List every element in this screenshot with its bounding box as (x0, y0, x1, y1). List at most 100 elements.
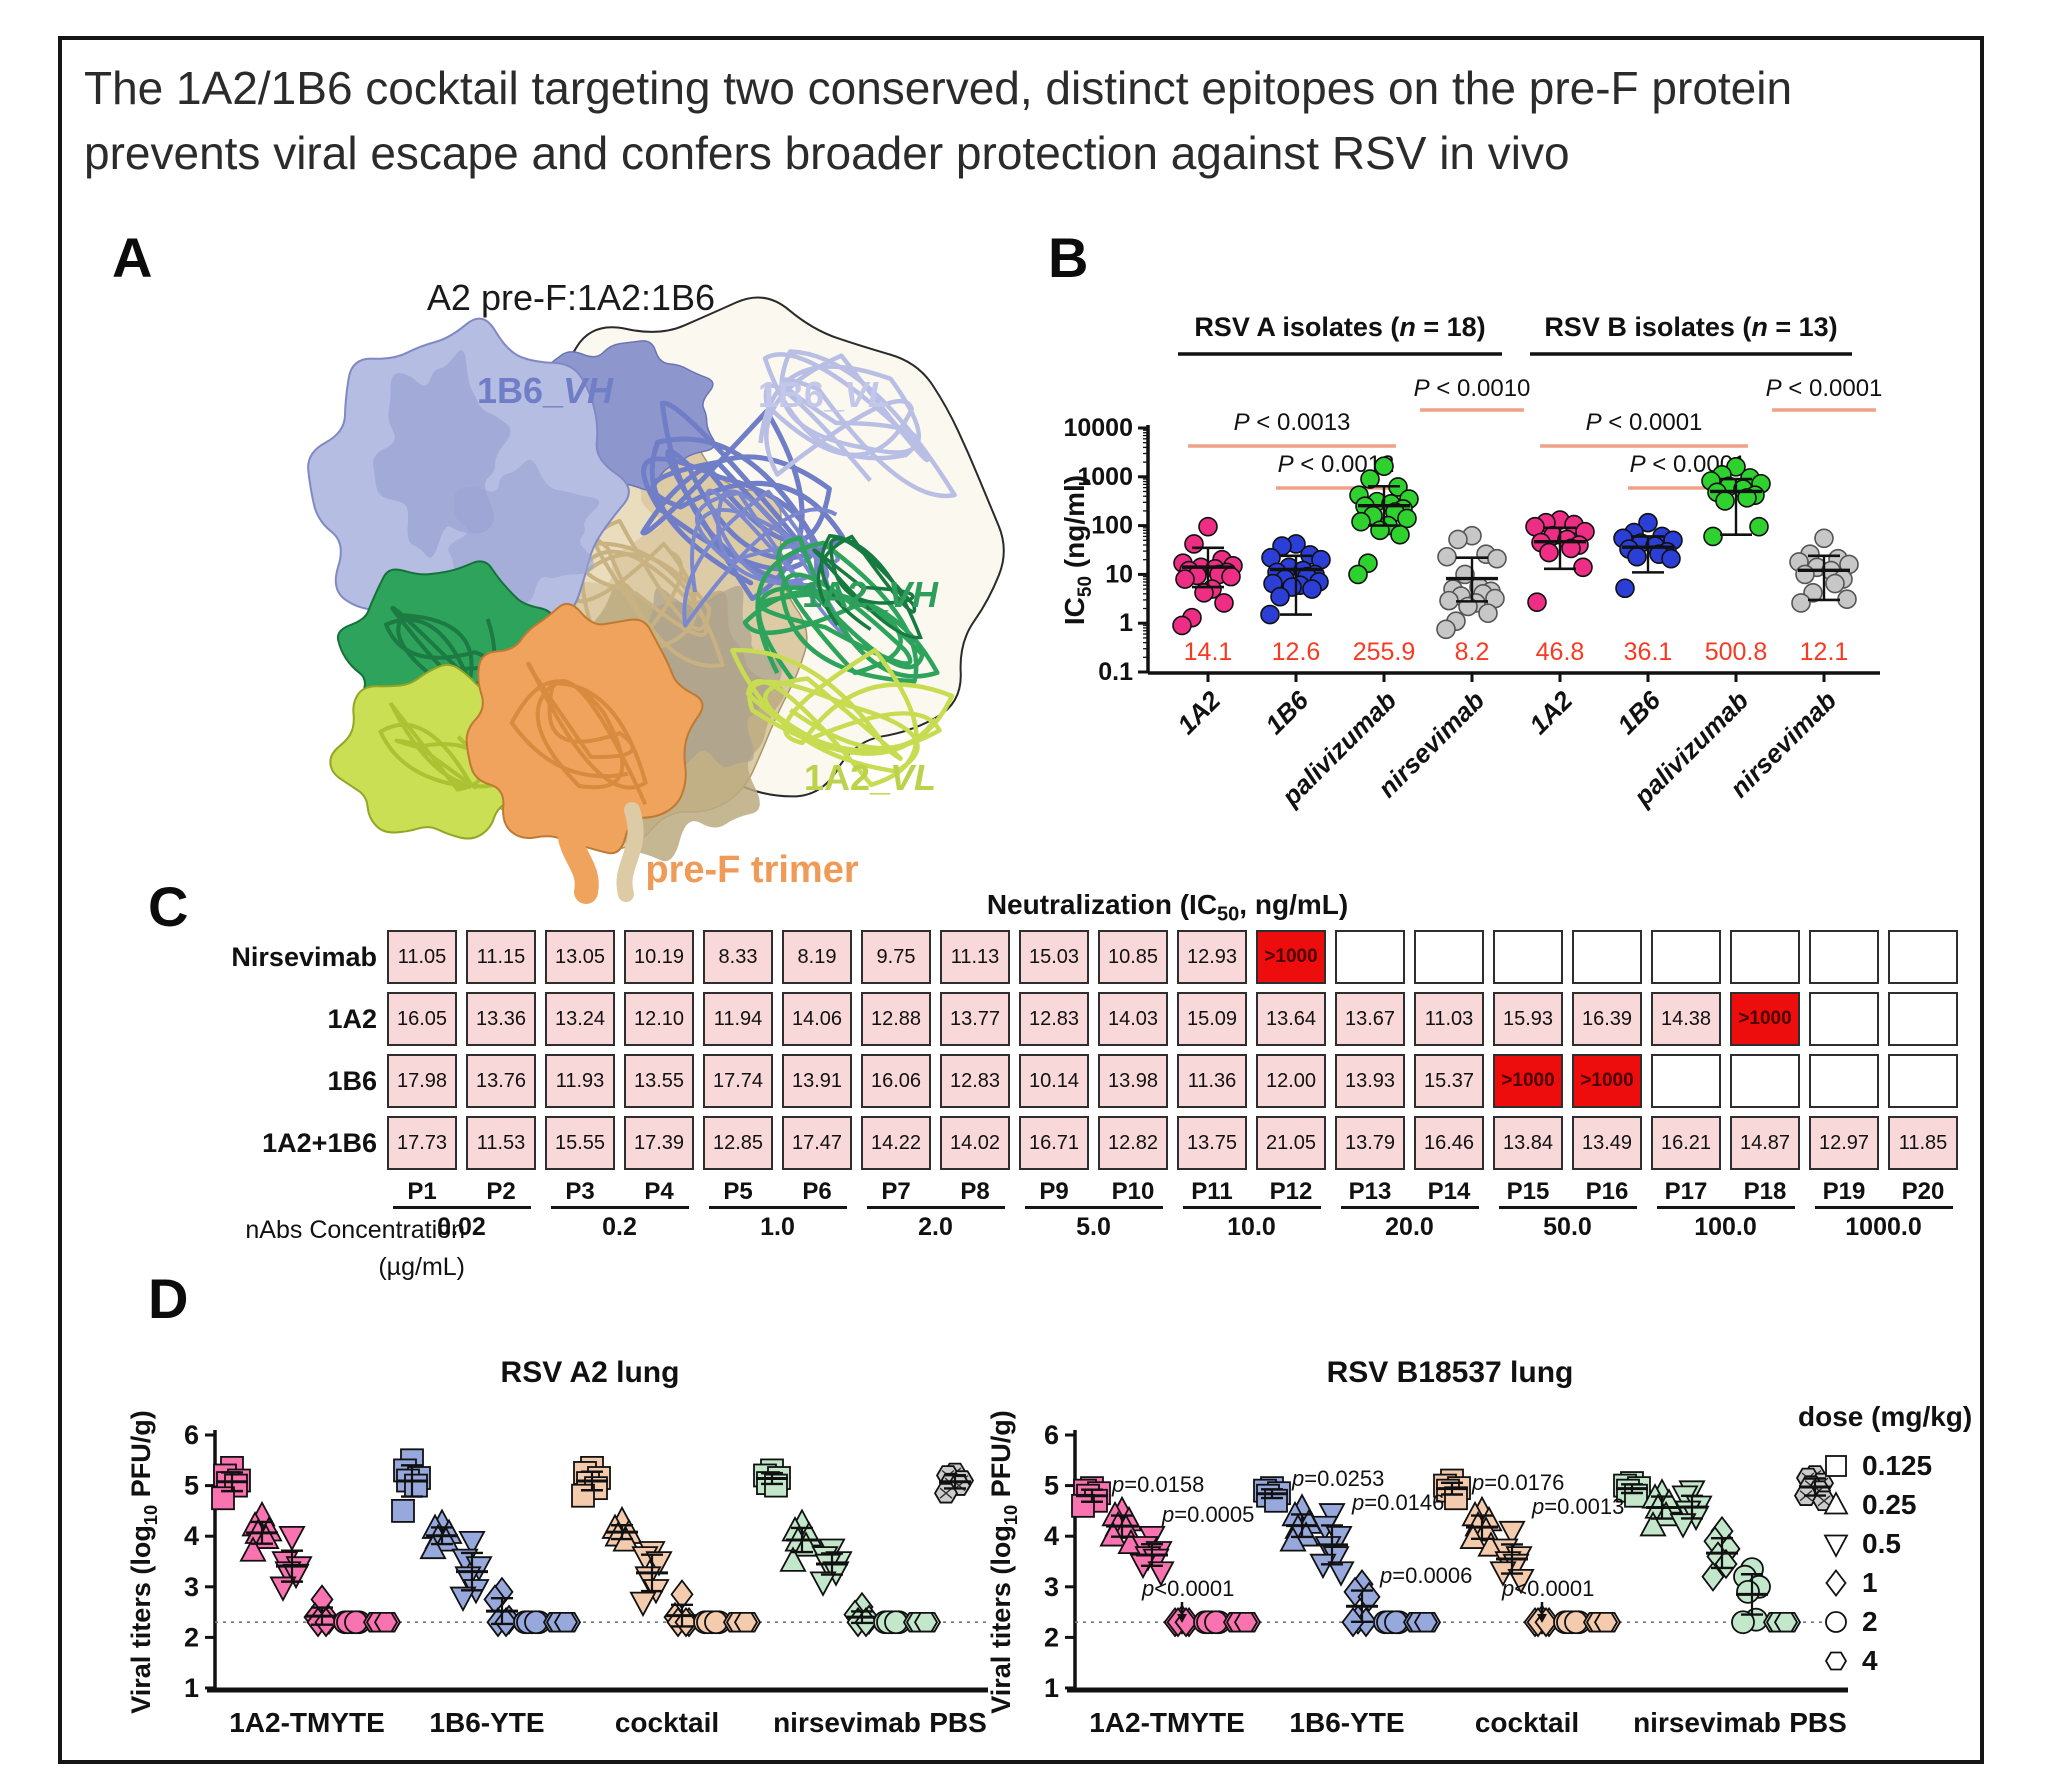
significance-label: P < 0.0010 (1414, 375, 1531, 402)
pre-f-trimer-streaks (509, 661, 648, 806)
p-value-annotation: p=0.0253 (1291, 1466, 1384, 1491)
data-point (1270, 586, 1290, 607)
group-underline (866, 1206, 1005, 1209)
y-axis-title: IC50 (ng/ml) (1060, 475, 1096, 625)
data-point (494, 1606, 518, 1638)
panel-d-label: D (148, 1267, 189, 1330)
y-tick-label: 5 (1044, 1471, 1059, 1501)
legend-marker-circle (1825, 1611, 1847, 1633)
data-point (1390, 524, 1410, 545)
p-value-annotation: p=0.0146 (1351, 1490, 1444, 1515)
data-point (1487, 548, 1507, 569)
geo-mean-value: 14.1 (1184, 638, 1233, 666)
data-point (1814, 528, 1834, 549)
heatmap-cell: 14.03 (1098, 992, 1168, 1046)
y-tick-label: 10000 (1063, 414, 1133, 442)
group-label: PBS (929, 1707, 987, 1738)
heatmap-cell: 12.82 (1098, 1116, 1168, 1170)
pre-f-stalk (557, 803, 599, 904)
panel-d-right-chart: RSV B18537 lung 1 2 3 4 5 6 Viral titers (log10… (986, 1356, 1848, 1738)
pre-f-stalk2 (616, 802, 644, 902)
data-point (1731, 1610, 1755, 1635)
data-point (1773, 1611, 1799, 1633)
group-label: PBS (1789, 1707, 1847, 1738)
group-label: cocktail (1475, 1707, 1579, 1738)
data-point (373, 1611, 399, 1633)
y-tick-label: 100 (1091, 512, 1133, 540)
title-subscript: 50 (1217, 903, 1240, 926)
chart-title: RSV A2 lung (501, 1356, 680, 1389)
column-label: P14 (1427, 1178, 1471, 1205)
data-point (1593, 1611, 1619, 1633)
heatmap-cell: 17.39 (624, 1116, 694, 1170)
data-point (913, 1611, 939, 1633)
1a2-vl-ribbon (730, 647, 955, 788)
heatmap-cell (1651, 930, 1721, 984)
heatmap-cell: 10.19 (624, 930, 694, 984)
heatmap-cell: 11.94 (703, 992, 773, 1046)
isolate-group-header: RSV A isolates (n = 18) (1194, 312, 1485, 342)
column-label: P3 (565, 1178, 595, 1205)
y-tick-label: 6 (184, 1420, 199, 1450)
p-value-annotation: p=0.0158 (1111, 1472, 1204, 1497)
data-point (1444, 1486, 1468, 1511)
group-label: nirsevimab (1633, 1707, 1781, 1738)
heatmap-cell: 11.15 (466, 930, 536, 984)
heatmap-cell: 16.05 (387, 992, 457, 1046)
heatmap-cell: 13.93 (1335, 1054, 1405, 1108)
data-point (1573, 557, 1593, 578)
data-point (1436, 619, 1456, 640)
dose-legend: dose (mg/kg) 0.125 0.25 0.5 1 2 4 (1798, 1401, 1972, 1676)
column-label: P19 (1822, 1178, 1866, 1205)
heatmap-cell: 12.88 (861, 992, 931, 1046)
y-tick-label: 5 (184, 1471, 199, 1501)
heatmap-cell: 13.24 (545, 992, 615, 1046)
data-point (1669, 1513, 1697, 1539)
heatmap-cell: 11.13 (940, 930, 1010, 984)
geo-mean-value: 500.8 (1705, 638, 1768, 666)
pbs-hatch (1817, 1495, 1831, 1507)
concentration-value: 1000.0 (1845, 1213, 1922, 1241)
heatmap-cell: 12.83 (1019, 992, 1089, 1046)
data-point (1351, 511, 1371, 532)
concentration-value: 0.2 (602, 1213, 637, 1241)
group-underline (1656, 1206, 1795, 1209)
data-point (1147, 1561, 1175, 1587)
x-category-label: 1A2 (1523, 685, 1578, 740)
panel-a-title: A2 pre-F:1A2:1B6 (427, 277, 715, 318)
data-point (449, 1586, 477, 1613)
data-point (1309, 1553, 1337, 1580)
concentration-group: 5.0 (1019, 1206, 1168, 1242)
legend-marker-tri-down (1823, 1534, 1849, 1558)
heatmap-cell (1414, 930, 1484, 984)
legend-item-label: 4 (1862, 1645, 1878, 1676)
data-point (1714, 1548, 1738, 1580)
heatmap-cell: 13.84 (1493, 1116, 1563, 1170)
column-label: P16 (1585, 1178, 1629, 1205)
heatmap-cell (1888, 930, 1958, 984)
significance-label: P < 0.0013 (1234, 409, 1351, 436)
y-tick-label: 3 (1044, 1572, 1059, 1602)
data-point (1318, 1503, 1346, 1529)
column-label: P10 (1111, 1178, 1155, 1205)
structure-label-pre-F-trimer: pre-F trimer (645, 849, 858, 891)
heatmap-cell: 8.33 (703, 930, 773, 984)
geo-mean-value: 255.9 (1353, 638, 1416, 666)
annotation-arrowhead (1537, 1614, 1547, 1623)
group-label: 1B6-YTE (1289, 1707, 1404, 1738)
panel-b-label: B (1048, 226, 1089, 289)
heatmap-row-label: 1B6 (327, 1065, 377, 1096)
geo-mean-value: 8.2 (1455, 638, 1490, 666)
heatmap-cell: 15.93 (1493, 992, 1563, 1046)
data-point (1348, 564, 1368, 585)
heatmap-cell (1730, 930, 1800, 984)
heatmap-cell: 9.75 (861, 930, 931, 984)
data-point (1175, 569, 1195, 589)
column-label: P9 (1039, 1178, 1069, 1205)
heatmap-column-labels: P1 P2 P3 P4 P5 P6 P7 P8 P9 P10 P11 P12 P13 P14 P15 P16 P… (165, 1178, 1967, 1206)
data-point (792, 1531, 820, 1557)
heatmap-cell: 13.36 (466, 992, 536, 1046)
heatmap-cell: >1000 (1730, 992, 1800, 1046)
group-underline (708, 1206, 847, 1209)
